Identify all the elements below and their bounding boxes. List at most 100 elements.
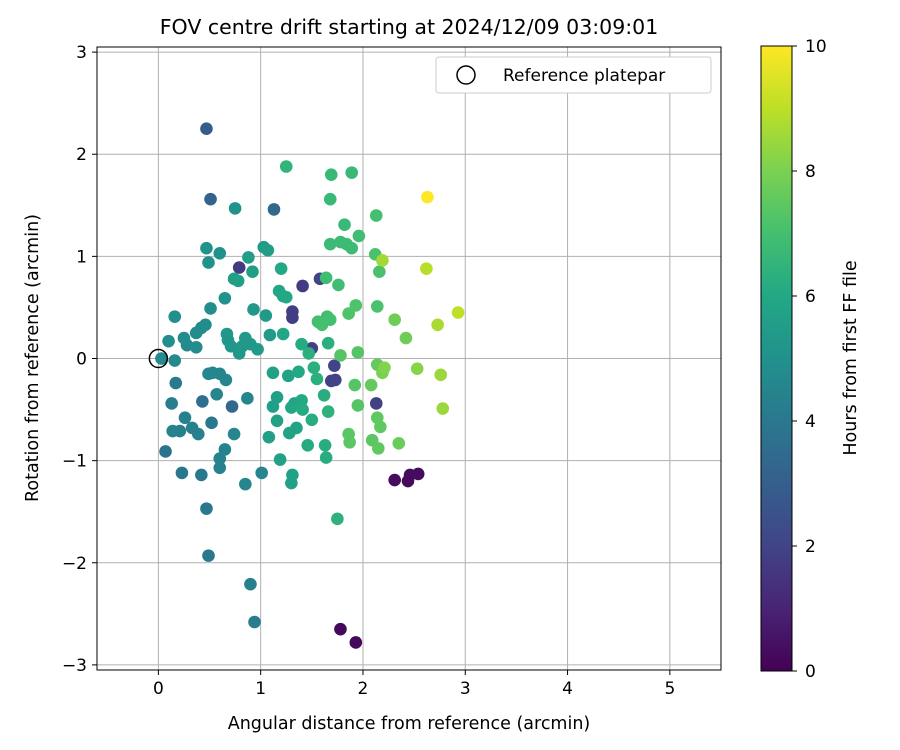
legend-box xyxy=(435,56,712,94)
data-point xyxy=(292,365,305,379)
data-point xyxy=(332,278,345,292)
data-point xyxy=(178,411,192,425)
data-point xyxy=(228,202,242,215)
data-point xyxy=(286,305,299,318)
data-point xyxy=(349,299,363,312)
x-tick-label: 2 xyxy=(358,679,369,699)
data-point xyxy=(329,373,342,387)
data-point xyxy=(232,261,246,274)
data-point xyxy=(279,290,293,304)
data-point xyxy=(191,427,205,441)
data-point xyxy=(270,391,284,404)
data-point xyxy=(246,265,259,278)
data-point xyxy=(388,473,401,487)
data-point xyxy=(310,372,324,386)
data-point xyxy=(205,416,218,430)
data-point xyxy=(162,334,175,348)
data-point xyxy=(242,251,255,264)
data-point xyxy=(251,343,264,356)
data-point xyxy=(373,265,386,278)
y-tick-label: 3 xyxy=(76,43,87,63)
colorbar: 0 2 4 6 8 10 Hours from first FF file xyxy=(760,37,861,682)
data-point xyxy=(286,468,299,482)
data-point xyxy=(165,397,178,410)
data-point xyxy=(431,318,444,332)
legend: Reference platepar xyxy=(435,56,712,94)
data-point xyxy=(244,577,257,591)
reference-platepar-marker xyxy=(148,348,169,369)
data-point xyxy=(351,399,365,412)
data-point xyxy=(295,337,308,351)
data-point xyxy=(261,243,275,257)
data-point xyxy=(199,318,212,332)
data-point xyxy=(349,636,363,649)
data-point xyxy=(324,168,338,181)
data-point xyxy=(434,368,448,382)
colorbar-tick-label: 10 xyxy=(805,37,827,57)
x-tick-label: 1 xyxy=(255,679,266,699)
data-point xyxy=(295,394,308,407)
data-point xyxy=(401,474,415,488)
data-point xyxy=(410,362,424,376)
data-point xyxy=(204,192,217,206)
colorbar-label: Hours from first FF file xyxy=(841,260,861,455)
data-point xyxy=(175,466,189,480)
x-axis-ticks: 0 1 2 3 4 5 xyxy=(153,670,675,699)
data-point xyxy=(204,302,217,315)
data-point xyxy=(328,359,341,372)
data-point xyxy=(241,392,254,405)
data-point xyxy=(259,309,273,322)
colorbar-ticks: 0 2 4 6 8 10 xyxy=(792,37,827,682)
data-point xyxy=(338,218,351,232)
data-point xyxy=(392,436,406,450)
data-point xyxy=(276,327,290,341)
data-point xyxy=(305,413,319,427)
data-point xyxy=(342,307,355,320)
data-point xyxy=(364,378,378,392)
data-point xyxy=(420,262,433,275)
data-point xyxy=(273,453,287,466)
legend-marker xyxy=(456,65,476,85)
colorbar-tick-label: 4 xyxy=(805,412,816,432)
data-point xyxy=(202,367,215,381)
data-point xyxy=(213,452,227,465)
data-point xyxy=(227,427,241,441)
y-tick-label: 1 xyxy=(76,247,87,267)
data-point xyxy=(290,421,303,435)
data-point xyxy=(323,192,337,206)
data-point xyxy=(331,512,344,526)
data-point xyxy=(169,376,183,390)
x-tick-label: 5 xyxy=(664,679,675,699)
data-point xyxy=(388,313,401,326)
data-point xyxy=(302,347,316,360)
data-point xyxy=(218,443,232,456)
data-point xyxy=(196,395,209,408)
data-point xyxy=(267,203,281,216)
y-tick-label: −1 xyxy=(62,452,87,472)
data-point xyxy=(274,262,288,275)
data-point xyxy=(319,451,333,464)
data-point xyxy=(378,361,391,374)
data-point xyxy=(200,241,213,255)
data-point xyxy=(318,439,332,452)
legend-label: Reference platepar xyxy=(503,66,665,86)
y-tick-label: 2 xyxy=(76,145,87,165)
data-point xyxy=(239,477,252,491)
y-tick-label: −3 xyxy=(62,656,87,676)
colorbar-tick-label: 6 xyxy=(805,287,816,307)
x-tick-label: 0 xyxy=(153,679,164,699)
x-axis-label: Angular distance from reference (arcmin) xyxy=(228,714,591,734)
data-point xyxy=(351,346,365,359)
data-point xyxy=(231,274,245,288)
data-point xyxy=(321,336,335,350)
chart-title: FOV centre drift starting at 2024/12/09 … xyxy=(160,15,659,39)
data-point xyxy=(315,318,329,332)
data-point xyxy=(195,468,208,482)
data-point xyxy=(168,310,182,323)
data-point xyxy=(155,352,168,365)
y-tick-label: 0 xyxy=(76,350,87,370)
data-point xyxy=(411,467,425,481)
data-point xyxy=(213,247,227,260)
data-point xyxy=(345,166,359,179)
